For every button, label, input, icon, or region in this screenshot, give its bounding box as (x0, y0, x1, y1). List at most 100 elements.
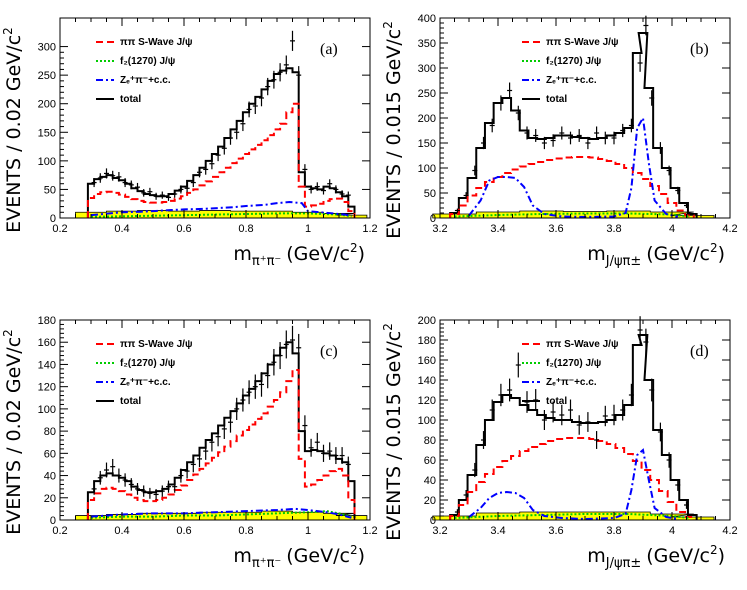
data-point (302, 415, 308, 436)
legend: ππ S-Wave J/ψ f₂(1270) J/ψ Zₑ⁺π⁻+c.c. total (96, 37, 193, 105)
y-tick-label: 120 (38, 382, 56, 394)
data-point (178, 468, 184, 483)
data-point (184, 184, 190, 193)
data-point (308, 438, 314, 457)
panel-label: (a) (320, 41, 338, 58)
y-tick-label: 60 (424, 455, 436, 467)
data-point (620, 123, 626, 138)
legend-label: Zₑ⁺π⁻+c.c. (546, 75, 597, 86)
data-point (507, 82, 513, 99)
data-point (246, 380, 252, 405)
y-tick-label: 350 (418, 38, 436, 50)
legend-label: ππ S-Wave J/ψ (120, 37, 193, 48)
data-point (209, 158, 215, 170)
data-point (166, 480, 171, 493)
data-point (620, 399, 626, 421)
data-point (283, 330, 289, 359)
x-tick-label: 0.2 (52, 223, 67, 235)
data-point (339, 447, 345, 465)
y-tick-label: 150 (418, 138, 436, 150)
data-point (541, 136, 547, 150)
legend-label: ππ S-Wave J/ψ (120, 339, 193, 350)
x-axis-title-unit: (GeV/c (646, 545, 710, 567)
x-axis-title-main: m (233, 243, 252, 265)
data-point (454, 509, 460, 515)
x-axis-title-main: m (587, 243, 606, 265)
data-point (271, 348, 277, 376)
series-line-total (449, 334, 698, 520)
y-axis-title-sup: 2 (1, 329, 15, 337)
x-tick-label: 4.2 (722, 223, 737, 235)
y-tick-label: 100 (38, 404, 56, 416)
data-point (489, 118, 495, 133)
data-point (197, 450, 202, 468)
data-point (209, 432, 215, 452)
data-point (515, 105, 521, 121)
plot-frame (439, 17, 731, 219)
data-point (221, 418, 227, 439)
data-point (327, 442, 333, 460)
x-axis-title-sub: J/ψπ± (605, 556, 642, 571)
y-tick-label: 150 (38, 127, 56, 139)
data-point (153, 489, 159, 500)
y-axis-title: EVENTS / 0.02 GeV/c2 (1, 329, 25, 535)
data-point (252, 98, 258, 114)
legend-label: Zₑ⁺π⁻+c.c. (546, 377, 597, 388)
data-point (515, 352, 521, 378)
y-tick-label: 80 (424, 435, 436, 447)
plot-frame (439, 319, 731, 521)
data-point (321, 444, 326, 462)
data-point (611, 131, 617, 145)
data-point (602, 405, 608, 427)
data-point (585, 412, 591, 432)
data-point (550, 134, 556, 147)
data-point (228, 411, 233, 433)
y-tick-label: 0 (430, 515, 436, 527)
data-point (314, 432, 320, 452)
data-point (657, 142, 663, 154)
series-line-swave (86, 102, 356, 218)
data-point (110, 458, 116, 475)
data-point (147, 187, 153, 196)
data-point (252, 374, 258, 399)
x-axis-title-sub: π⁺π⁻ (252, 254, 281, 269)
x-axis-title-end: ) (718, 243, 725, 265)
y-tick-label: 20 (424, 495, 436, 507)
data-point (265, 77, 271, 96)
legend-label: ππ S-Wave J/ψ (546, 339, 619, 350)
x-axis-title-sup: 2 (710, 543, 718, 557)
legend-label: total (120, 396, 141, 407)
data-point (190, 178, 196, 188)
x-tick-label: 4 (669, 223, 675, 235)
data-point (675, 186, 681, 195)
data-point (178, 185, 184, 194)
x-axis-title-end: ) (718, 545, 725, 567)
x-tick-label: 3.6 (548, 223, 563, 235)
y-tick-label: 250 (418, 88, 436, 100)
x-tick-label: 3.2 (432, 223, 447, 235)
y-tick-label: 120 (418, 395, 436, 407)
series-line-swave (86, 369, 356, 520)
panel-label: (b) (690, 41, 709, 58)
data-point (345, 191, 351, 199)
data-point (643, 328, 649, 356)
legend-label: f₂(1270) J/ψ (546, 358, 601, 369)
y-tick-label: 100 (418, 163, 436, 175)
data-point (290, 325, 295, 355)
data-point (481, 136, 486, 150)
data-point (159, 485, 165, 497)
series-line-zc (90, 200, 352, 218)
panel-d: 3.2 3.4 3.6 3.8 4 4.2 0 20 40 60 80 100 120 140 160 180… (381, 315, 738, 571)
data-point (296, 333, 302, 362)
legend-label: Zₑ⁺π⁻+c.c. (120, 75, 171, 86)
data-point (507, 378, 513, 402)
data-point (147, 487, 153, 499)
x-tick-label: 1 (305, 223, 311, 235)
series-line-swave (449, 156, 695, 218)
x-tick-label: 0.6 (176, 223, 191, 235)
panel-a: 0.2 0.4 0.6 0.8 1 1.2 0 50 100 150 200 250 300 (a) ππ … (1, 17, 378, 269)
data-point (265, 362, 271, 389)
data-point (221, 141, 227, 155)
y-axis-title-main: EVENTS / 0.015 GeV/c (383, 331, 405, 541)
series-line-zc (468, 114, 679, 219)
